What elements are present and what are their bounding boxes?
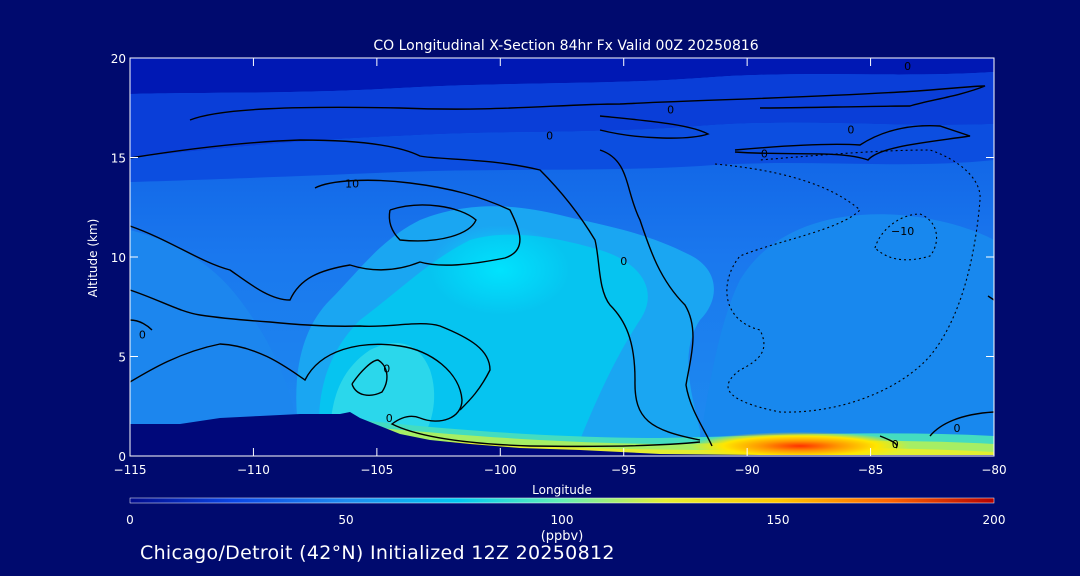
x-tick-label: −90 (734, 463, 759, 477)
contour-label: 0 (953, 422, 960, 435)
chart-title: CO Longitudinal X-Section 84hr Fx Valid … (373, 38, 758, 54)
contour-labels: 0 0 0 0 0 10 0 −10 0 0 0 0 0 (139, 60, 961, 451)
colorbar-tick-label: 0 (126, 513, 134, 527)
y-tick-label: 10 (111, 251, 126, 265)
y-tick-label: 0 (118, 450, 126, 464)
contour-label: 10 (345, 177, 359, 190)
contour-label: 0 (383, 362, 390, 375)
x-tick-label: −85 (858, 463, 883, 477)
contour-label: 0 (761, 148, 768, 161)
x-axis-label: Longitude (532, 483, 592, 497)
colorbar-unit-label: (ppbv) (541, 529, 584, 544)
x-tick-label: −95 (611, 463, 636, 477)
co-concentration-field (130, 58, 994, 456)
colorbar-tick-label: 200 (983, 513, 1006, 527)
colorbar (129, 497, 995, 504)
contour-label: 0 (892, 438, 899, 451)
colorbar-tick-label: 50 (338, 513, 353, 527)
x-tick-label: −105 (360, 463, 393, 477)
contour-label: 0 (904, 60, 911, 73)
y-tick-label: 5 (118, 351, 126, 365)
y-axis-label: Altitude (km) (86, 219, 100, 298)
x-tick-label: −100 (484, 463, 517, 477)
contour-label: 0 (546, 130, 553, 143)
colorbar-tick-label: 100 (551, 513, 574, 527)
y-tick-label: 20 (111, 52, 126, 66)
contour-label: 0 (667, 104, 674, 117)
run-info-caption: Chicago/Detroit (42°N) Initialized 12Z 2… (140, 542, 615, 564)
colorbar-tick-label: 150 (767, 513, 790, 527)
contour-label: 0 (386, 412, 393, 425)
contour-label: 0 (139, 329, 146, 342)
x-tick-label: −80 (981, 463, 1006, 477)
x-tick-label: −115 (114, 463, 147, 477)
x-tick-label: −110 (237, 463, 270, 477)
contour-lines (130, 85, 994, 449)
contour-label: 0 (620, 255, 627, 268)
contour-label: 0 (847, 124, 854, 137)
x-axis-ticks: −115 −110 −105 −100 −95 −90 −85 −80 (114, 58, 1007, 477)
contour-label: −10 (891, 225, 914, 238)
y-tick-label: 15 (111, 152, 126, 166)
colorbar-ticks: 0 50 100 150 200 (126, 513, 1005, 527)
